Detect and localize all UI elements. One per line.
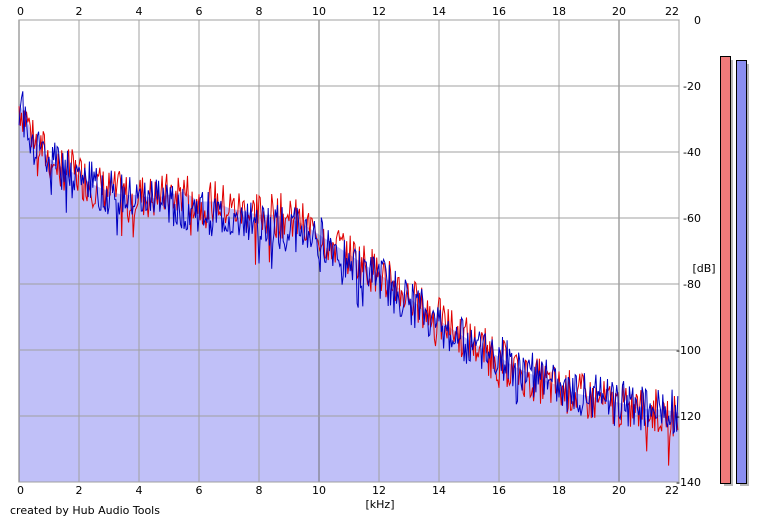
- x-tick-label-top: 22: [665, 5, 679, 18]
- x-tick-label-bottom: 6: [196, 484, 203, 497]
- x-tick-label-bottom: 8: [256, 484, 263, 497]
- x-tick-label-bottom: 16: [492, 484, 506, 497]
- x-tick-label-bottom: 4: [136, 484, 143, 497]
- axis-labels: 002244668810101212141416161818202022220-…: [17, 5, 701, 497]
- x-tick-label-top: 12: [372, 5, 386, 18]
- x-tick-label-bottom: 0: [17, 484, 24, 497]
- x-tick-label-bottom: 18: [552, 484, 566, 497]
- x-tick-label-top: 18: [552, 5, 566, 18]
- y-tick-label: -20: [683, 80, 701, 93]
- y-tick-label: -120: [676, 410, 701, 423]
- series-line-left: [18, 106, 679, 466]
- y-tick-label: -80: [683, 278, 701, 291]
- x-tick-label-bottom: 12: [372, 484, 386, 497]
- x-tick-label-bottom: 10: [312, 484, 326, 497]
- y-tick-label: -60: [683, 212, 701, 225]
- y-tick-label: -140: [676, 476, 701, 489]
- series-lines: [18, 91, 679, 466]
- x-tick-label-top: 10: [312, 5, 326, 18]
- y-axis-unit-label: [dB]: [692, 262, 715, 275]
- x-tick-label-bottom: 2: [76, 484, 83, 497]
- footer-credit: created by Hub Audio Tools: [10, 504, 160, 517]
- x-axis-unit-label: [kHz]: [366, 498, 395, 511]
- x-tick-label-top: 4: [136, 5, 143, 18]
- series-line-right: [18, 91, 679, 435]
- x-tick-label-top: 14: [432, 5, 446, 18]
- x-tick-label-top: 16: [492, 5, 506, 18]
- plot-area: [18, 19, 680, 483]
- x-tick-label-top: 0: [17, 5, 24, 18]
- x-tick-label-bottom: 22: [665, 484, 679, 497]
- x-tick-label-top: 8: [256, 5, 263, 18]
- x-tick-label-bottom: 20: [612, 484, 626, 497]
- x-tick-label-top: 2: [76, 5, 83, 18]
- x-tick-label-top: 6: [196, 5, 203, 18]
- y-tick-label: 0: [694, 14, 701, 27]
- y-tick-label: -100: [676, 344, 701, 357]
- right-channel-level-meter: [736, 59, 747, 484]
- y-tick-label: -40: [683, 146, 701, 159]
- x-tick-label-bottom: 14: [432, 484, 446, 497]
- left-channel-level-meter: [720, 56, 731, 484]
- spectrum-fill-area: [19, 102, 679, 482]
- x-tick-label-top: 20: [612, 5, 626, 18]
